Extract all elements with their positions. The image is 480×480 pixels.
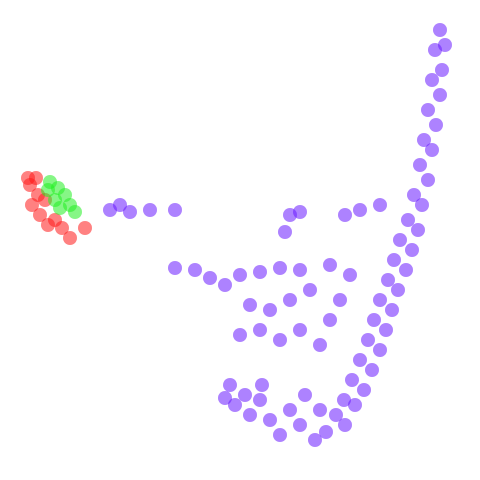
scatter-point	[203, 271, 217, 285]
scatter-point	[385, 303, 399, 317]
scatter-point	[283, 293, 297, 307]
scatter-point	[263, 413, 277, 427]
scatter-point	[361, 333, 375, 347]
scatter-point	[48, 193, 62, 207]
scatter-point	[381, 273, 395, 287]
scatter-point	[433, 88, 447, 102]
scatter-point	[373, 293, 387, 307]
scatter-point	[338, 418, 352, 432]
scatter-point	[393, 233, 407, 247]
scatter-point	[283, 403, 297, 417]
scatter-point	[298, 388, 312, 402]
scatter-point	[421, 173, 435, 187]
scatter-point	[365, 363, 379, 377]
scatter-point	[391, 283, 405, 297]
scatter-point	[425, 73, 439, 87]
scatter-point	[273, 261, 287, 275]
scatter-point	[293, 418, 307, 432]
scatter-point	[323, 313, 337, 327]
scatter-point	[435, 63, 449, 77]
scatter-point	[407, 188, 421, 202]
scatter-point	[367, 313, 381, 327]
scatter-point	[253, 393, 267, 407]
scatter-point	[303, 283, 317, 297]
scatter-point	[41, 183, 55, 197]
scatter-point	[415, 198, 429, 212]
scatter-point	[113, 198, 127, 212]
scatter-point	[413, 158, 427, 172]
scatter-point	[313, 403, 327, 417]
scatter-point	[421, 103, 435, 117]
scatter-point	[78, 221, 92, 235]
scatter-point	[233, 328, 247, 342]
scatter-point	[401, 213, 415, 227]
scatter-point	[308, 433, 322, 447]
scatter-point	[168, 203, 182, 217]
scatter-point	[333, 293, 347, 307]
scatter-point	[293, 205, 307, 219]
scatter-point	[411, 223, 425, 237]
scatter-point	[417, 133, 431, 147]
scatter-point	[338, 208, 352, 222]
scatter-point	[337, 393, 351, 407]
scatter-point	[353, 353, 367, 367]
scatter-point	[273, 333, 287, 347]
scatter-point	[357, 383, 371, 397]
scatter-point	[348, 398, 362, 412]
scatter-point	[293, 323, 307, 337]
scatter-point	[405, 243, 419, 257]
scatter-point	[41, 218, 55, 232]
scatter-point	[29, 171, 43, 185]
scatter-point	[293, 263, 307, 277]
scatter-point	[243, 408, 257, 422]
scatter-point	[253, 265, 267, 279]
scatter-point	[343, 268, 357, 282]
scatter-point	[188, 263, 202, 277]
scatter-point	[323, 258, 337, 272]
scatter-point	[233, 268, 247, 282]
scatter-point	[218, 391, 232, 405]
scatter-point	[255, 378, 269, 392]
scatter-point	[319, 425, 333, 439]
scatter-point	[33, 208, 47, 222]
scatter-point	[379, 323, 393, 337]
scatter-point	[425, 143, 439, 157]
scatter-point	[68, 205, 82, 219]
scatter-point	[353, 203, 367, 217]
scatter-point	[63, 231, 77, 245]
scatter-point	[168, 261, 182, 275]
scatter-point	[313, 338, 327, 352]
scatter-point	[429, 118, 443, 132]
scatter-point	[253, 323, 267, 337]
scatter-point	[433, 23, 447, 37]
scatter-point	[238, 388, 252, 402]
scatter-point	[345, 373, 359, 387]
scatter-point	[243, 298, 257, 312]
scatter-point	[373, 343, 387, 357]
scatter-point	[143, 203, 157, 217]
scatter-point	[25, 198, 39, 212]
scatter-point	[228, 398, 242, 412]
scatter-point	[218, 278, 232, 292]
scatter-point	[263, 303, 277, 317]
scatter-point	[55, 221, 69, 235]
scatter-point	[123, 205, 137, 219]
scatter-point	[399, 263, 413, 277]
scatter-point	[329, 408, 343, 422]
scatter-point	[223, 378, 237, 392]
scatter-point	[428, 43, 442, 57]
scatter-point	[273, 428, 287, 442]
scatter-point	[387, 253, 401, 267]
scatter-point	[278, 225, 292, 239]
scatter-point	[373, 198, 387, 212]
